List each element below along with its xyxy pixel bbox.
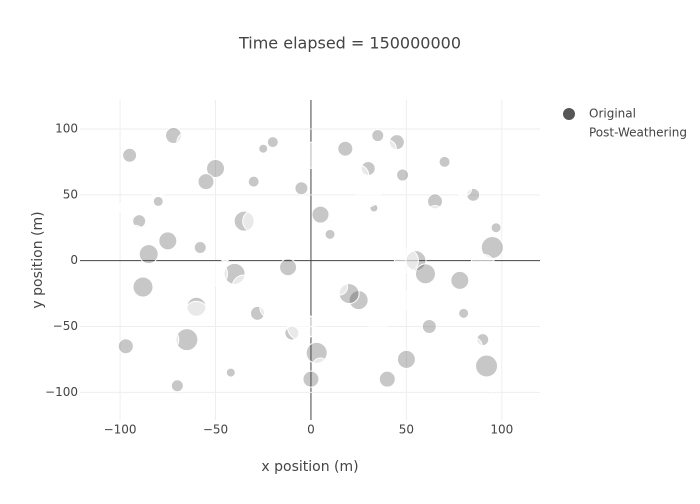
bubble bbox=[421, 319, 437, 335]
bubble bbox=[125, 224, 145, 244]
bubble bbox=[463, 336, 483, 356]
bubble bbox=[231, 274, 257, 300]
bubble bbox=[331, 278, 349, 296]
bubble bbox=[132, 276, 154, 298]
bubble bbox=[266, 136, 279, 149]
bubble bbox=[402, 286, 430, 314]
bubble bbox=[258, 143, 269, 154]
bubble bbox=[355, 182, 381, 208]
bubble bbox=[119, 197, 141, 219]
bubble bbox=[225, 367, 236, 378]
bubble bbox=[206, 158, 226, 178]
bubble bbox=[444, 363, 464, 383]
bubble bbox=[203, 261, 229, 287]
x-tick-label: 0 bbox=[307, 423, 315, 437]
bubble bbox=[176, 131, 198, 153]
bubble bbox=[324, 228, 336, 240]
bubble bbox=[414, 263, 436, 285]
bubble bbox=[138, 368, 160, 390]
x-axis-title: x position (m) bbox=[261, 459, 358, 475]
bubble bbox=[143, 167, 173, 197]
bubble bbox=[297, 141, 325, 169]
legend-marker bbox=[563, 108, 575, 120]
bubble bbox=[294, 181, 309, 196]
series bbox=[119, 131, 499, 393]
bubble bbox=[168, 199, 186, 217]
y-tick-label: 50 bbox=[63, 187, 78, 201]
bubble bbox=[366, 308, 390, 332]
bubble bbox=[450, 270, 470, 290]
legend-label: Original bbox=[589, 107, 636, 121]
bubble bbox=[311, 357, 329, 375]
bubble bbox=[438, 155, 451, 168]
bubble bbox=[469, 253, 497, 281]
bubble bbox=[259, 293, 287, 321]
bubble bbox=[393, 248, 419, 274]
bubble bbox=[396, 349, 416, 369]
bubble bbox=[377, 139, 397, 159]
bubble bbox=[485, 379, 499, 393]
bubble bbox=[217, 246, 233, 262]
bubble bbox=[158, 231, 178, 251]
bubble bbox=[197, 173, 215, 191]
bubble bbox=[311, 205, 330, 224]
y-tick-label: 100 bbox=[55, 121, 78, 135]
x-tick-label: −50 bbox=[203, 423, 228, 437]
bubble bbox=[413, 229, 437, 253]
bubble bbox=[337, 216, 361, 240]
bubble bbox=[271, 348, 293, 370]
x-tick-label: −100 bbox=[104, 423, 137, 437]
legend-label: Post-Weathering bbox=[589, 126, 687, 140]
bubble bbox=[279, 258, 298, 277]
x-tick-label: 50 bbox=[399, 423, 414, 437]
bubble bbox=[156, 328, 180, 352]
bubble bbox=[396, 168, 410, 182]
bubble bbox=[138, 244, 159, 265]
bubble bbox=[390, 333, 404, 347]
bubble bbox=[183, 300, 209, 326]
bubble bbox=[170, 379, 184, 393]
x-tick-label: 100 bbox=[490, 423, 513, 437]
bubble bbox=[458, 307, 470, 319]
bubble bbox=[117, 338, 134, 355]
y-tick-label: 0 bbox=[70, 253, 78, 267]
legend-marker bbox=[563, 127, 575, 139]
y-axis-title: y position (m) bbox=[30, 211, 46, 308]
bubble bbox=[302, 370, 320, 388]
bubble bbox=[247, 175, 260, 188]
bubble bbox=[455, 179, 473, 197]
bubble bbox=[378, 370, 396, 388]
bubble bbox=[286, 312, 316, 342]
bubble bbox=[242, 209, 266, 233]
bubble bbox=[337, 140, 354, 157]
bubble bbox=[122, 147, 138, 163]
bubble bbox=[255, 160, 271, 176]
bubble bbox=[322, 239, 338, 255]
bubble bbox=[475, 354, 499, 378]
bubble bbox=[193, 240, 207, 254]
bubble bbox=[348, 164, 370, 186]
bubble bbox=[371, 129, 385, 143]
y-tick-label: −50 bbox=[53, 319, 78, 333]
bubble bbox=[152, 195, 164, 207]
bubble bbox=[490, 222, 502, 234]
y-tick-label: −100 bbox=[45, 385, 78, 399]
chart-title: Time elapsed = 150000000 bbox=[238, 34, 461, 53]
bubble bbox=[425, 205, 445, 225]
